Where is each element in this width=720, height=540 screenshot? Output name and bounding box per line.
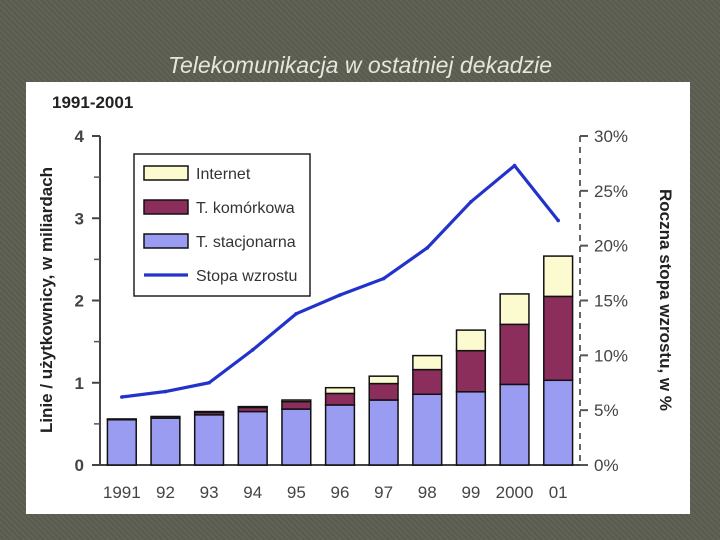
growth-line-group <box>120 163 560 399</box>
growth-rate-point <box>207 380 211 385</box>
chart-container: 1991-2001 Linie / użytkownicy, w miliard… <box>26 82 690 514</box>
legend-label: Stopa wzrostu <box>196 268 297 285</box>
bar-segment <box>193 410 225 414</box>
x-tick-labels: 1991 92 93 94 95 96 97 98 99 2000 01 <box>103 483 568 502</box>
right-tick-label: 15% <box>594 292 628 311</box>
bar-segment <box>281 399 312 403</box>
growth-rate-point <box>425 246 430 250</box>
left-tick-label: 0 <box>75 456 84 475</box>
right-tick-label: 20% <box>594 237 628 256</box>
growth-rate-point <box>512 163 517 168</box>
bar-segment <box>106 419 137 466</box>
growth-rate-point <box>163 389 168 394</box>
legend-swatch <box>143 199 189 215</box>
bar-segment <box>368 382 399 401</box>
right-tick-label: 0% <box>594 456 619 475</box>
right-axis-title: Roczna stopa wzrostu, w % <box>656 189 675 411</box>
x-tick-label: 01 <box>549 483 568 502</box>
x-tick-label: 94 <box>243 483 262 502</box>
legend-label: Internet <box>196 166 251 183</box>
bar-segment <box>106 418 137 421</box>
bar-segment <box>237 410 268 466</box>
growth-rate-point <box>469 200 473 204</box>
slide-title: Telekomunikacja w ostatniej dekadzie <box>168 52 552 78</box>
bar-segment <box>455 391 487 466</box>
left-axis-title: Linie / użytkownicy, w miliardach <box>37 167 56 433</box>
legend-box <box>133 153 311 297</box>
right-tick-label: 30% <box>594 127 628 146</box>
bar-segment <box>543 379 574 466</box>
bar-segment <box>412 368 443 396</box>
x-tick-label: 99 <box>461 483 480 502</box>
legend-swatch <box>143 233 189 249</box>
x-tick-label: 98 <box>418 483 437 502</box>
bar-segment <box>543 295 574 382</box>
growth-rate-point <box>250 348 255 352</box>
bar-segment <box>368 375 399 385</box>
growth-rate-point <box>556 218 560 223</box>
x-tick-label: 93 <box>200 483 219 502</box>
growth-rate-point <box>381 276 386 281</box>
bar-segment <box>455 329 487 352</box>
bar-segment <box>412 393 443 466</box>
left-tick-label: 1 <box>75 374 84 393</box>
bar-segment <box>368 399 399 466</box>
x-tick-label: 92 <box>156 483 175 502</box>
x-tick-label: 96 <box>331 483 350 502</box>
bar-segment <box>150 415 181 419</box>
bar-segment <box>237 405 268 409</box>
bars-group <box>106 255 574 466</box>
axes-group: 0 1 2 3 4 0% 5% 10% 15% 20% 25% 30% <box>75 127 629 475</box>
combo-chart: 1991-2001 Linie / użytkownicy, w miliard… <box>37 93 675 502</box>
legend-swatch <box>143 165 189 181</box>
growth-rate-point <box>338 293 342 297</box>
right-tick-label: 10% <box>594 346 628 365</box>
bar-segment <box>543 255 574 298</box>
bar-segment <box>150 417 181 466</box>
bar-segment <box>499 323 530 386</box>
bar-segment <box>455 349 487 393</box>
x-tick-label: 97 <box>374 483 393 502</box>
legend-label: T. stacjonarna <box>196 234 296 251</box>
x-tick-label: 95 <box>287 483 306 502</box>
x-tick-label: 1991 <box>103 483 141 502</box>
right-tick-label: 5% <box>594 401 619 420</box>
bar-segment <box>324 404 356 466</box>
left-tick-label: 4 <box>75 127 85 146</box>
bar-segment <box>193 414 225 466</box>
bar-segment <box>499 383 530 466</box>
x-tick-label: 2000 <box>496 483 534 502</box>
legend: Internet T. komórkowa T. stacjonarna Stopa … <box>133 153 311 297</box>
bar-segment <box>281 400 312 410</box>
left-tick-label: 2 <box>75 292 84 311</box>
bar-segment <box>499 293 530 326</box>
bar-segment <box>412 354 443 371</box>
growth-rate-point <box>294 311 299 316</box>
left-tick-label: 3 <box>75 209 84 228</box>
bar-segment <box>324 386 356 395</box>
legend-label: T. komórkowa <box>196 200 295 217</box>
bar-segment <box>324 392 356 406</box>
period-label: 1991-2001 <box>52 93 133 112</box>
growth-rate-point <box>120 395 124 399</box>
right-tick-label: 25% <box>594 182 628 201</box>
bar-segment <box>281 408 312 466</box>
